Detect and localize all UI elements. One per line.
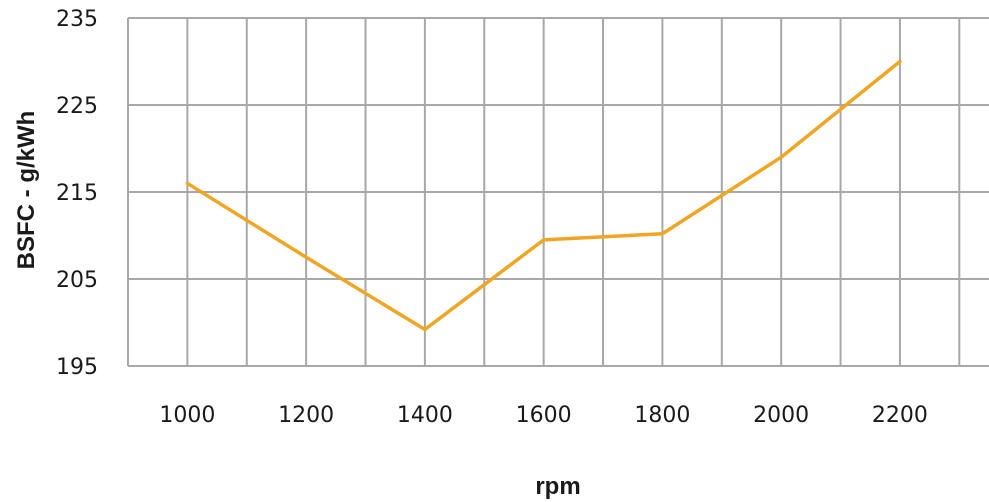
x-axis-ticks: 1000 1200 1400 1600 1800 2000 2200 — [159, 403, 928, 428]
x-tick-label: 1800 — [634, 403, 690, 428]
y-tick-label: 215 — [56, 181, 98, 206]
y-tick-label: 195 — [56, 355, 98, 380]
y-tick-label: 205 — [56, 268, 98, 293]
x-tick-label: 1000 — [159, 403, 215, 428]
y-tick-label: 235 — [56, 7, 98, 32]
x-axis-title: rpm — [535, 473, 580, 500]
grid — [127, 17, 989, 367]
x-tick-label: 2200 — [872, 403, 928, 428]
x-tick-label: 1600 — [516, 403, 572, 428]
x-tick-label: 2000 — [753, 403, 809, 428]
y-axis-ticks: 235 225 215 205 195 — [56, 7, 98, 380]
y-axis-title: BSFC - g/kWh — [13, 111, 40, 270]
series-layer — [185, 59, 902, 332]
x-tick-label: 1200 — [278, 403, 334, 428]
series-line — [185, 59, 902, 332]
y-tick-label: 225 — [56, 94, 98, 119]
x-tick-label: 1400 — [397, 403, 453, 428]
